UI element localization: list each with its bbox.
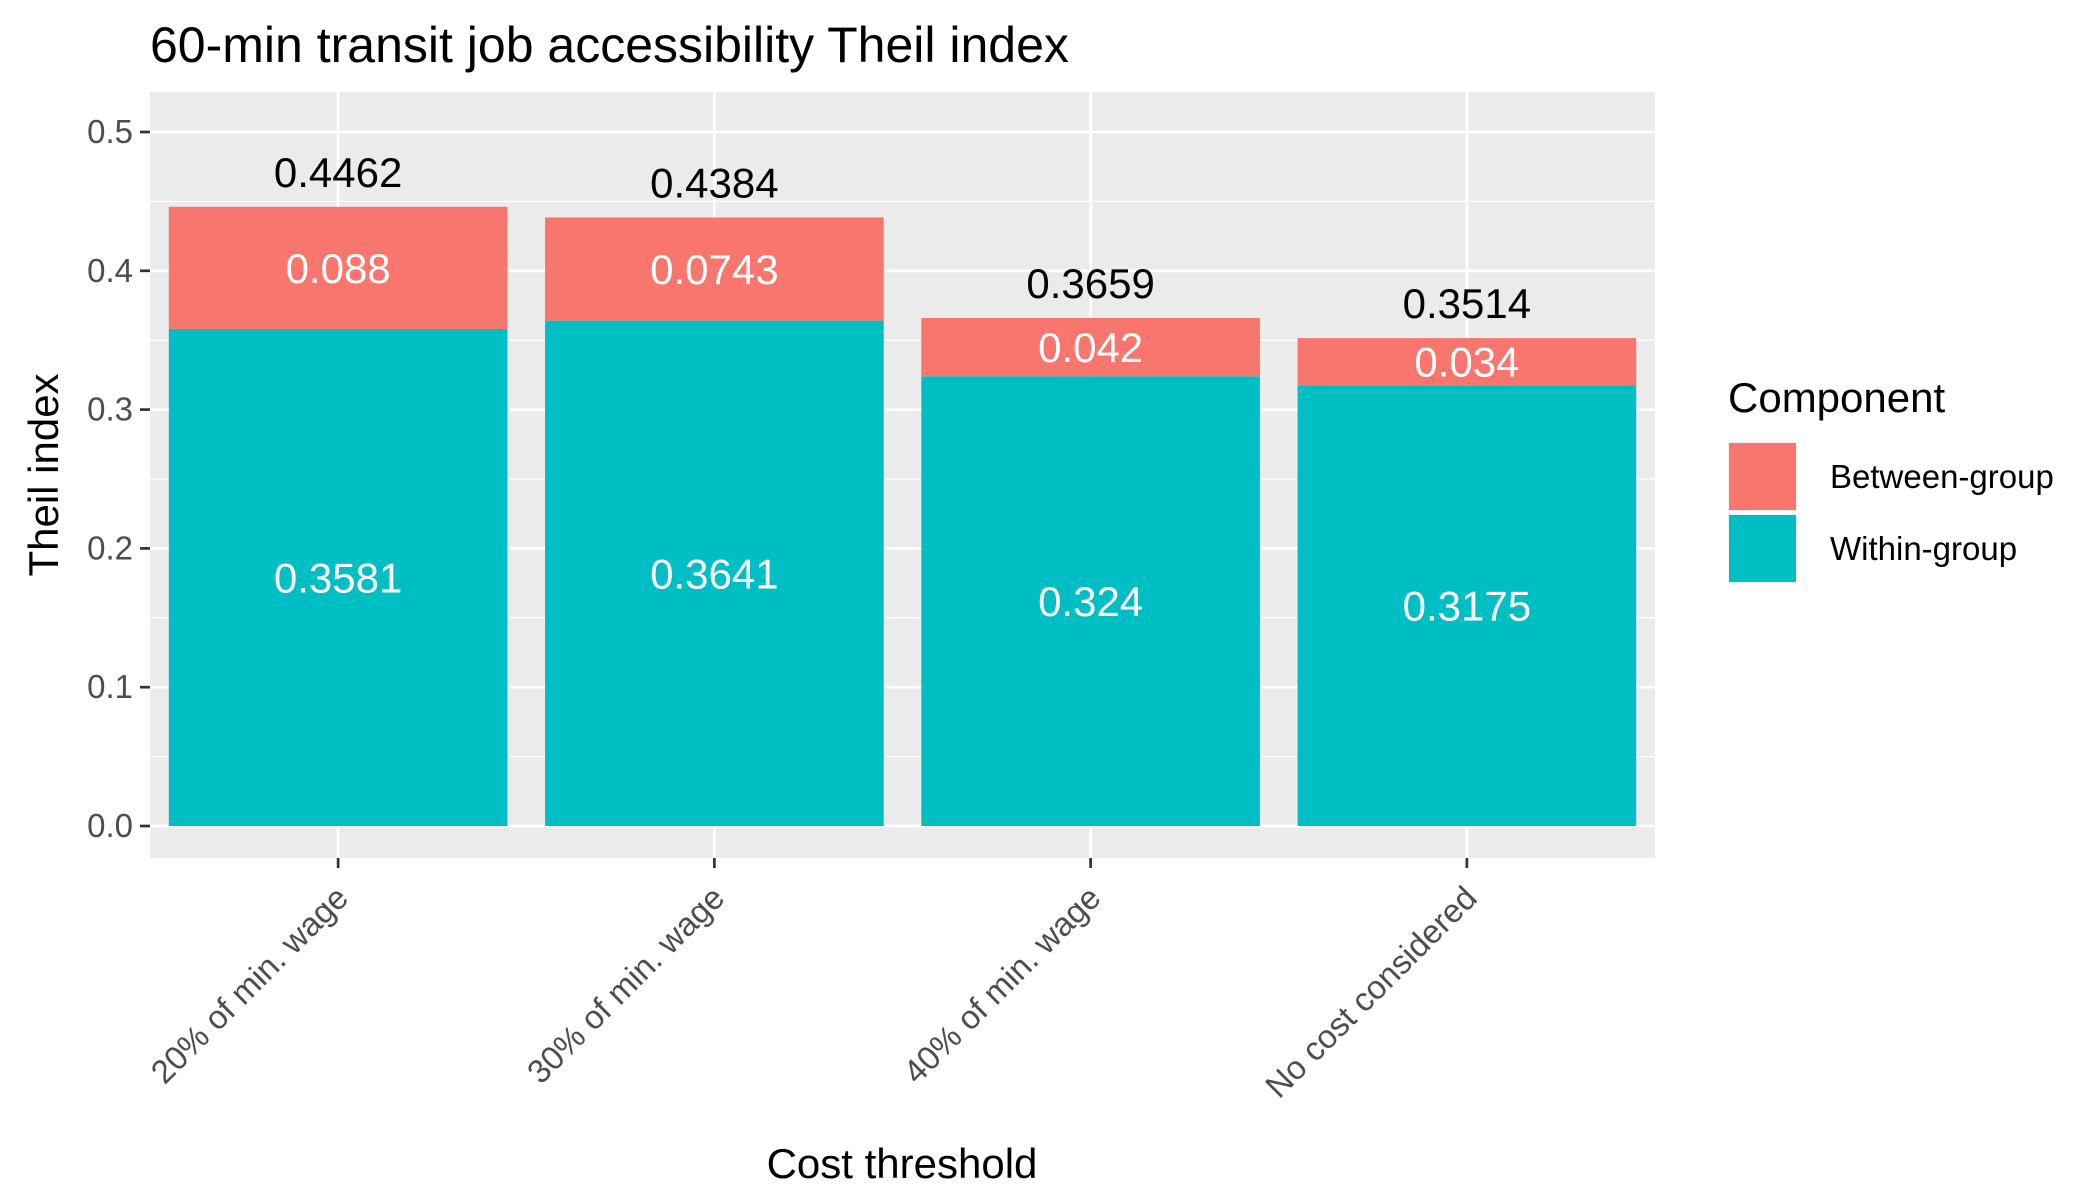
legend-label: Within-group [1830,530,2017,567]
x-tick-label: No cost considered [1258,879,1484,1105]
bar-between-group [168,206,508,329]
data-label-within-group: 0.3641 [650,550,778,597]
bar-between-group [545,217,884,321]
data-label-between-group: 0.088 [286,245,391,292]
bar-within-group [545,320,884,826]
bar-within-group [921,376,1260,826]
data-label-between-group: 0.0743 [650,246,778,293]
legend: Component Between-group Within-group [1728,374,2054,583]
data-label-within-group: 0.3581 [274,554,402,601]
data-label-total: 0.3514 [1403,280,1531,327]
legend-swatch [1729,515,1796,582]
y-tick-label: 0.1 [87,668,133,705]
y-axis-title: Theil index [20,373,67,576]
data-label-between-group: 0.042 [1038,324,1143,371]
y-tick-label: 0.4 [87,252,133,289]
bar-within-group [168,328,508,826]
x-tick-label: 20% of min. wage [143,879,355,1091]
bar-between-group [921,317,1260,377]
chart-title: 60-min transit job accessibility Theil i… [150,17,1069,73]
data-label-within-group: 0.324 [1038,578,1143,625]
data-label-total: 0.3659 [1026,260,1154,307]
x-axis-title: Cost threshold [767,1140,1038,1187]
y-tick-label: 0.2 [87,529,133,566]
plot-area: 0.0 0.1 0.2 0.3 0.4 0.5 0.3581 0.088 0.4462 20% o… [87,92,1655,1105]
y-tick-label: 0.0 [87,807,133,844]
bar-between-group [1297,338,1637,386]
data-label-total: 0.4384 [650,160,778,207]
x-tick-label: 40% of min. wage [896,879,1108,1091]
data-label-within-group: 0.3175 [1403,583,1531,630]
legend-label: Between-group [1830,458,2054,495]
y-tick-label: 0.5 [87,113,133,150]
legend-swatch [1729,443,1796,510]
legend-items: Between-group Within-group [1728,442,2054,583]
y-tick-label: 0.3 [87,391,133,428]
data-label-total: 0.4462 [274,149,402,196]
x-tick-label: 30% of min. wage [520,879,732,1091]
bar-within-group [1297,385,1637,826]
legend-title: Component [1728,374,1945,421]
data-label-between-group: 0.034 [1414,339,1519,386]
